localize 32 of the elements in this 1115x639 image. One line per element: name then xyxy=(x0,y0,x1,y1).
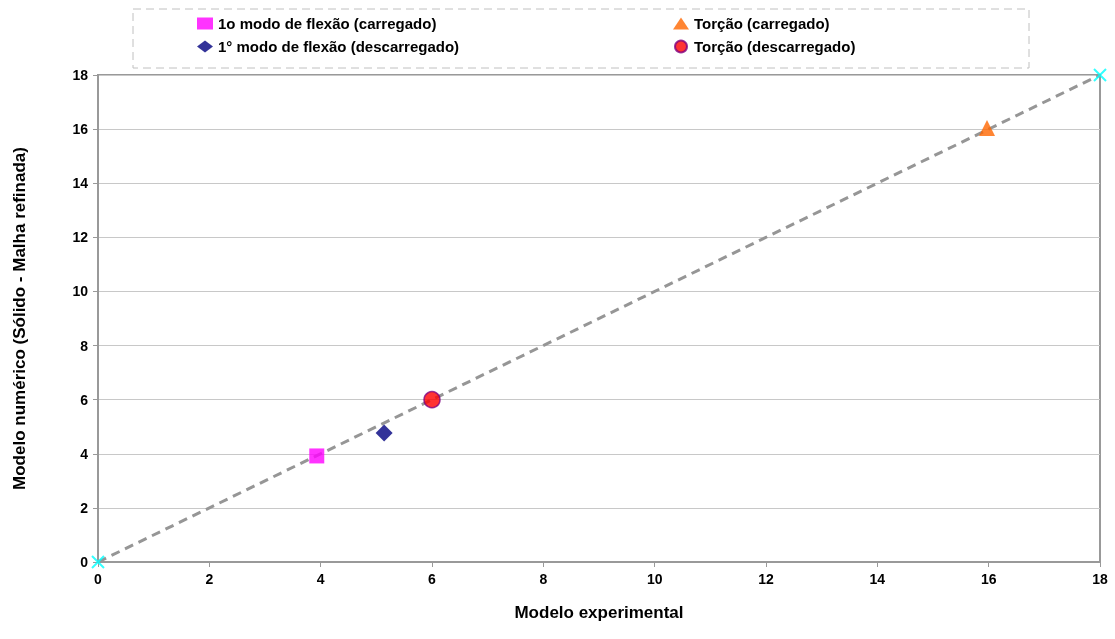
point xyxy=(91,555,105,569)
x-axis-title: Modelo experimental xyxy=(514,603,684,622)
x-tick-label: 18 xyxy=(1092,571,1108,587)
y-axis-title: Modelo numérico (Sólido - Malha refinada) xyxy=(10,147,29,490)
y-tick-label: 14 xyxy=(72,175,89,192)
x-tick-label: 4 xyxy=(316,571,325,587)
point xyxy=(309,448,325,464)
point xyxy=(1093,68,1107,82)
point xyxy=(423,390,441,409)
x-tick-label: 12 xyxy=(758,571,774,587)
y-tick-label: 10 xyxy=(72,283,89,300)
y-tick-label: 0 xyxy=(80,554,89,570)
x-tick-label: 16 xyxy=(980,571,997,587)
legend-label: Torção (descarregado) xyxy=(694,38,856,55)
y-tick-label: 18 xyxy=(72,67,89,83)
legend-label: 1° modo de flexão (descarregado) xyxy=(218,38,460,55)
y-tick-label: 16 xyxy=(72,121,89,138)
legend-label: 1o modo de flexão (carregado) xyxy=(218,15,437,32)
legend-label: Torção (carregado) xyxy=(694,15,830,32)
x-tick-label: 2 xyxy=(205,571,214,587)
y-tick-label: 4 xyxy=(80,445,89,462)
x-tick-label: 14 xyxy=(869,571,886,587)
x-tick-label: 0 xyxy=(94,571,103,587)
y-tick-label: 8 xyxy=(80,337,89,354)
y-tick-label: 12 xyxy=(72,229,89,246)
x-tick-label: 10 xyxy=(646,571,663,587)
point xyxy=(979,120,995,137)
x-tick-label: 6 xyxy=(428,571,437,587)
point xyxy=(375,424,393,442)
y-tick-label: 6 xyxy=(80,391,89,408)
y-tick-label: 2 xyxy=(80,499,89,516)
x-tick-label: 8 xyxy=(539,571,548,587)
